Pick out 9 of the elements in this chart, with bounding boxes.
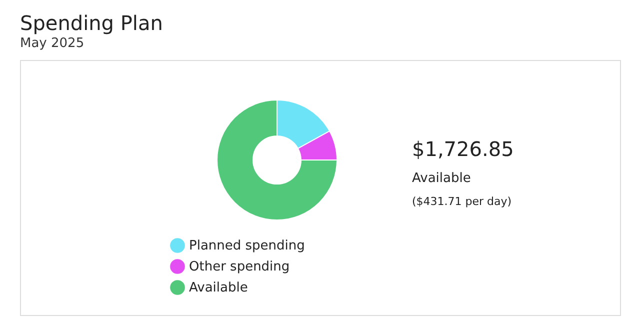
text: Available bbox=[412, 171, 471, 186]
chart-title: Spending Plan bbox=[20, 11, 163, 35]
legend-label: Available bbox=[189, 280, 248, 296]
legend-label: Planned spending bbox=[189, 238, 305, 254]
text: ($431.71 per day) bbox=[412, 195, 512, 208]
text: May 2025 bbox=[20, 36, 84, 51]
text: $1,726.85 bbox=[412, 137, 514, 161]
legend-label: Other spending bbox=[189, 260, 290, 274]
donut-slice bbox=[216, 100, 338, 220]
